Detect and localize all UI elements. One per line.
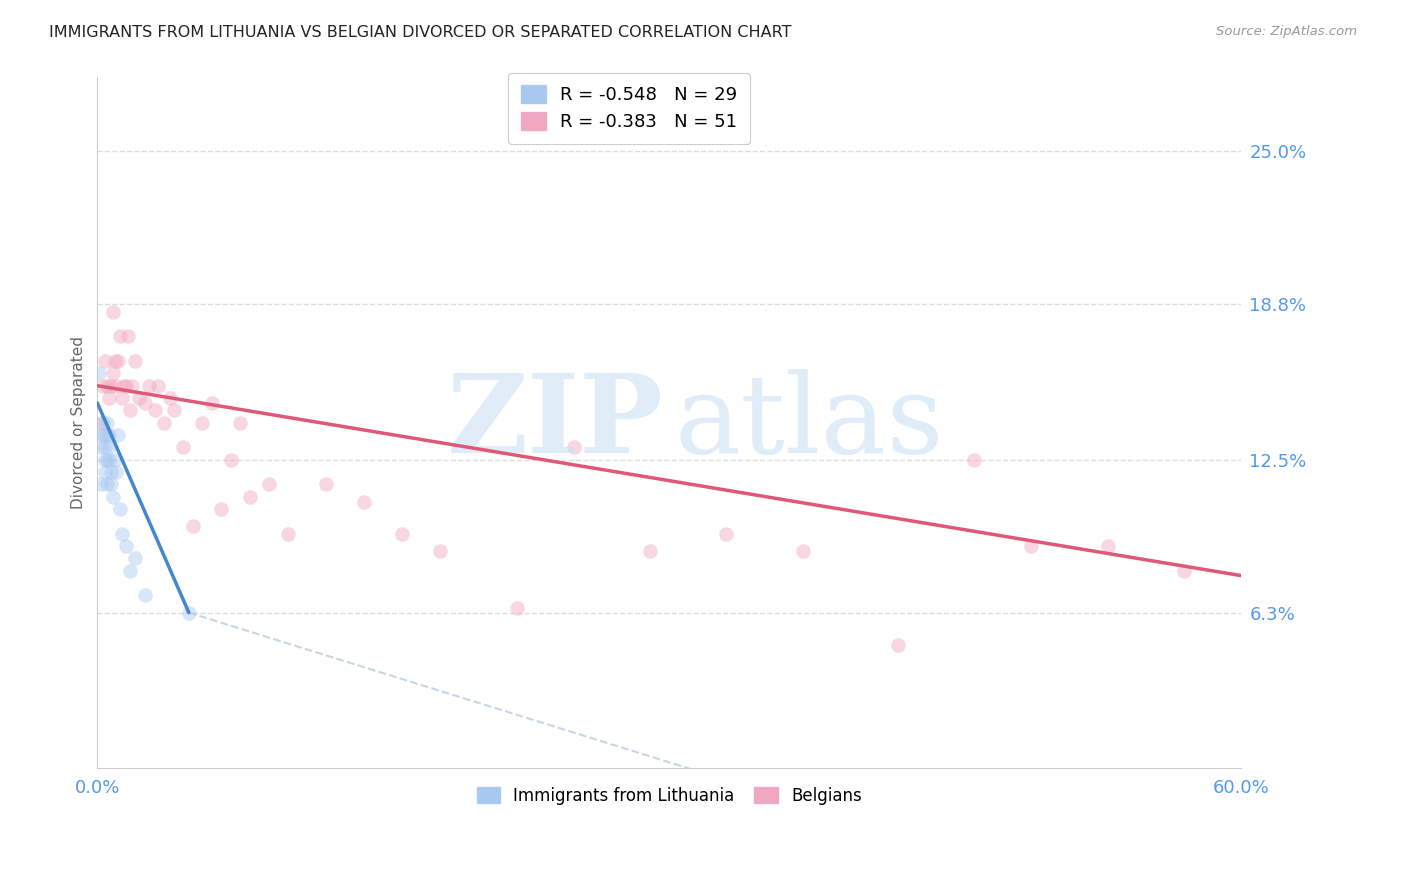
Text: atlas: atlas (675, 369, 945, 476)
Point (101, 490, 124, 504)
Point (103, 354, 125, 368)
Point (134, 588, 156, 602)
Point (138, 378, 160, 392)
Point (353, 494, 375, 508)
Point (181, 519, 204, 533)
Point (94, 452, 117, 467)
Point (1021, 539, 1043, 553)
Point (257, 477, 280, 491)
Point (111, 526, 134, 541)
Point (115, 539, 138, 553)
Point (219, 452, 242, 467)
Point (105, 378, 128, 392)
Point (101, 304, 124, 318)
Point (201, 396, 224, 410)
Legend: Immigrants from Lithuania, Belgians: Immigrants from Lithuania, Belgians (467, 777, 872, 815)
Point (716, 526, 738, 541)
Point (118, 564, 141, 578)
Point (107, 354, 129, 368)
Point (315, 477, 337, 491)
Point (100, 465, 122, 479)
Text: Source: ZipAtlas.com: Source: ZipAtlas.com (1216, 25, 1357, 38)
Text: IMMIGRANTS FROM LITHUANIA VS BELGIAN DIVORCED OR SEPARATED CORRELATION CHART: IMMIGRANTS FROM LITHUANIA VS BELGIAN DIV… (49, 25, 792, 40)
Point (429, 544, 451, 558)
Point (97, 452, 120, 467)
Point (191, 416, 214, 430)
Point (1097, 539, 1119, 553)
Point (118, 403, 141, 417)
Point (117, 329, 139, 343)
Point (124, 551, 146, 566)
Point (97, 441, 120, 455)
Point (177, 606, 200, 620)
Point (887, 638, 910, 652)
Point (96, 428, 118, 442)
Point (107, 428, 129, 442)
Point (90, 477, 112, 491)
Point (100, 378, 122, 392)
Point (101, 367, 124, 381)
Point (91, 416, 114, 430)
Point (115, 378, 138, 392)
Point (100, 477, 122, 491)
Point (97, 391, 120, 405)
Point (239, 490, 262, 504)
Point (153, 416, 176, 430)
Point (124, 354, 146, 368)
Point (159, 391, 181, 405)
Point (128, 391, 150, 405)
Point (134, 396, 156, 410)
Point (97, 428, 120, 442)
Point (638, 544, 661, 558)
Point (963, 452, 986, 467)
Point (110, 329, 132, 343)
Point (112, 378, 135, 392)
Point (172, 441, 194, 455)
Point (91, 428, 114, 442)
Y-axis label: Divorced or Separated: Divorced or Separated (72, 336, 86, 509)
Point (103, 452, 125, 467)
Point (277, 526, 299, 541)
Point (96, 452, 118, 467)
Point (1173, 564, 1195, 578)
Point (91, 428, 114, 442)
Point (96, 477, 118, 491)
Point (91, 378, 114, 392)
Point (94, 465, 117, 479)
Point (90, 441, 112, 455)
Point (111, 391, 134, 405)
Point (94, 441, 117, 455)
Point (94, 354, 117, 368)
Point (105, 465, 128, 479)
Point (209, 502, 232, 516)
Point (148, 378, 170, 392)
Point (143, 403, 166, 417)
Point (96, 378, 118, 392)
Point (121, 378, 143, 392)
Point (89, 367, 111, 381)
Point (162, 403, 184, 417)
Point (96, 416, 118, 430)
Point (110, 502, 132, 516)
Point (562, 441, 585, 455)
Point (229, 416, 252, 430)
Text: ZIP: ZIP (447, 369, 664, 476)
Point (506, 600, 529, 615)
Point (90, 416, 112, 430)
Point (792, 544, 814, 558)
Point (391, 526, 413, 541)
